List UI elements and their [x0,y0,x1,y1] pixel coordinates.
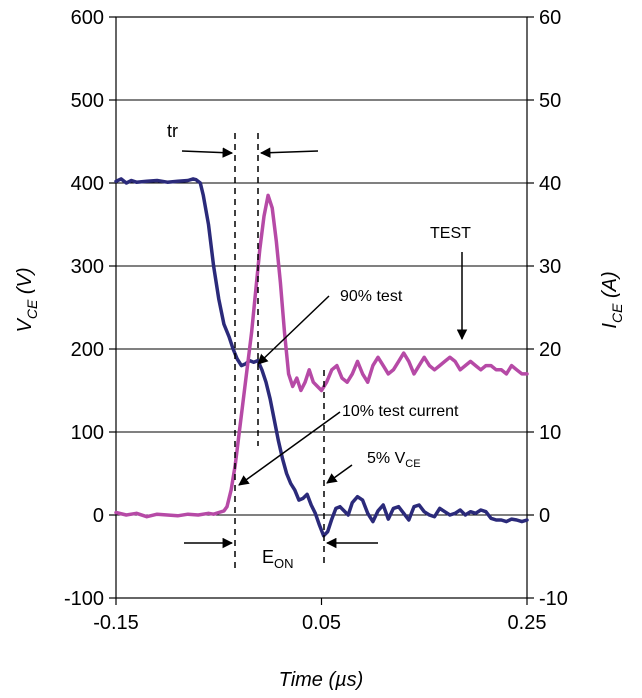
y-right-tick-label: 60 [539,7,561,29]
eon-label: EON [262,547,294,571]
y-left-tick-label: -100 [64,588,104,610]
y-right-tick-label: 20 [539,339,561,361]
ninety-pct-label: 90% test [340,288,403,305]
y-right-tick-label: 0 [539,505,550,527]
y-right-tick-label: -10 [539,588,568,610]
y-left-tick-label: 600 [71,7,104,29]
ten-pct-arrow [238,411,341,486]
y-right-tick-label: 50 [539,90,561,112]
ninety-pct-arrow [257,295,330,365]
five-pct-label: 5% VCE [367,450,421,470]
tr-label: tr [167,121,178,141]
eon-main: E [262,547,274,567]
y-right-title-main: I [599,323,621,329]
five-pct-main: 5% V [367,450,406,467]
y-left-tick-label: 200 [71,339,104,361]
five-pct-sub: CE [405,458,420,470]
y-right-tick-label: 10 [539,422,561,444]
ten-pct-label: 10% test current [342,403,459,420]
tr-right-arrow [259,147,319,158]
y-right-title-sub: CE [609,303,625,323]
x-tick-label: 0.25 [508,612,547,634]
tick-labels: -1000100200300400500600-100102030405060-… [64,7,568,634]
y-left-tick-label: 100 [71,422,104,444]
y-left-axis-title: VCE (V) [14,267,40,332]
y-right-axis-title: ICE (A) [599,271,625,328]
y-left-title-unit: (V) [14,267,36,299]
x-tick-label: -0.15 [93,612,139,634]
current-series-line [114,193,529,519]
y-right-title-unit: (A) [599,271,621,303]
x-tick-label: 0.05 [302,612,341,634]
y-right-tick-label: 40 [539,173,561,195]
test-label: TEST [430,225,471,242]
tr-left-arrow [181,147,234,158]
eon-sub: ON [274,556,294,571]
y-left-tick-label: 0 [93,505,104,527]
y-right-tick-label: 30 [539,256,561,278]
y-left-title-main: V [14,318,36,333]
x-axis-title: Time (µs) [279,669,364,691]
y-left-tick-label: 500 [71,90,104,112]
five-pct-arrow [326,464,353,484]
y-left-tick-label: 300 [71,256,104,278]
tick-marks [109,16,534,605]
y-left-tick-label: 400 [71,173,104,195]
grid-lines [116,99,527,516]
plot-frame [115,16,528,599]
y-left-title-sub: CE [24,299,40,319]
